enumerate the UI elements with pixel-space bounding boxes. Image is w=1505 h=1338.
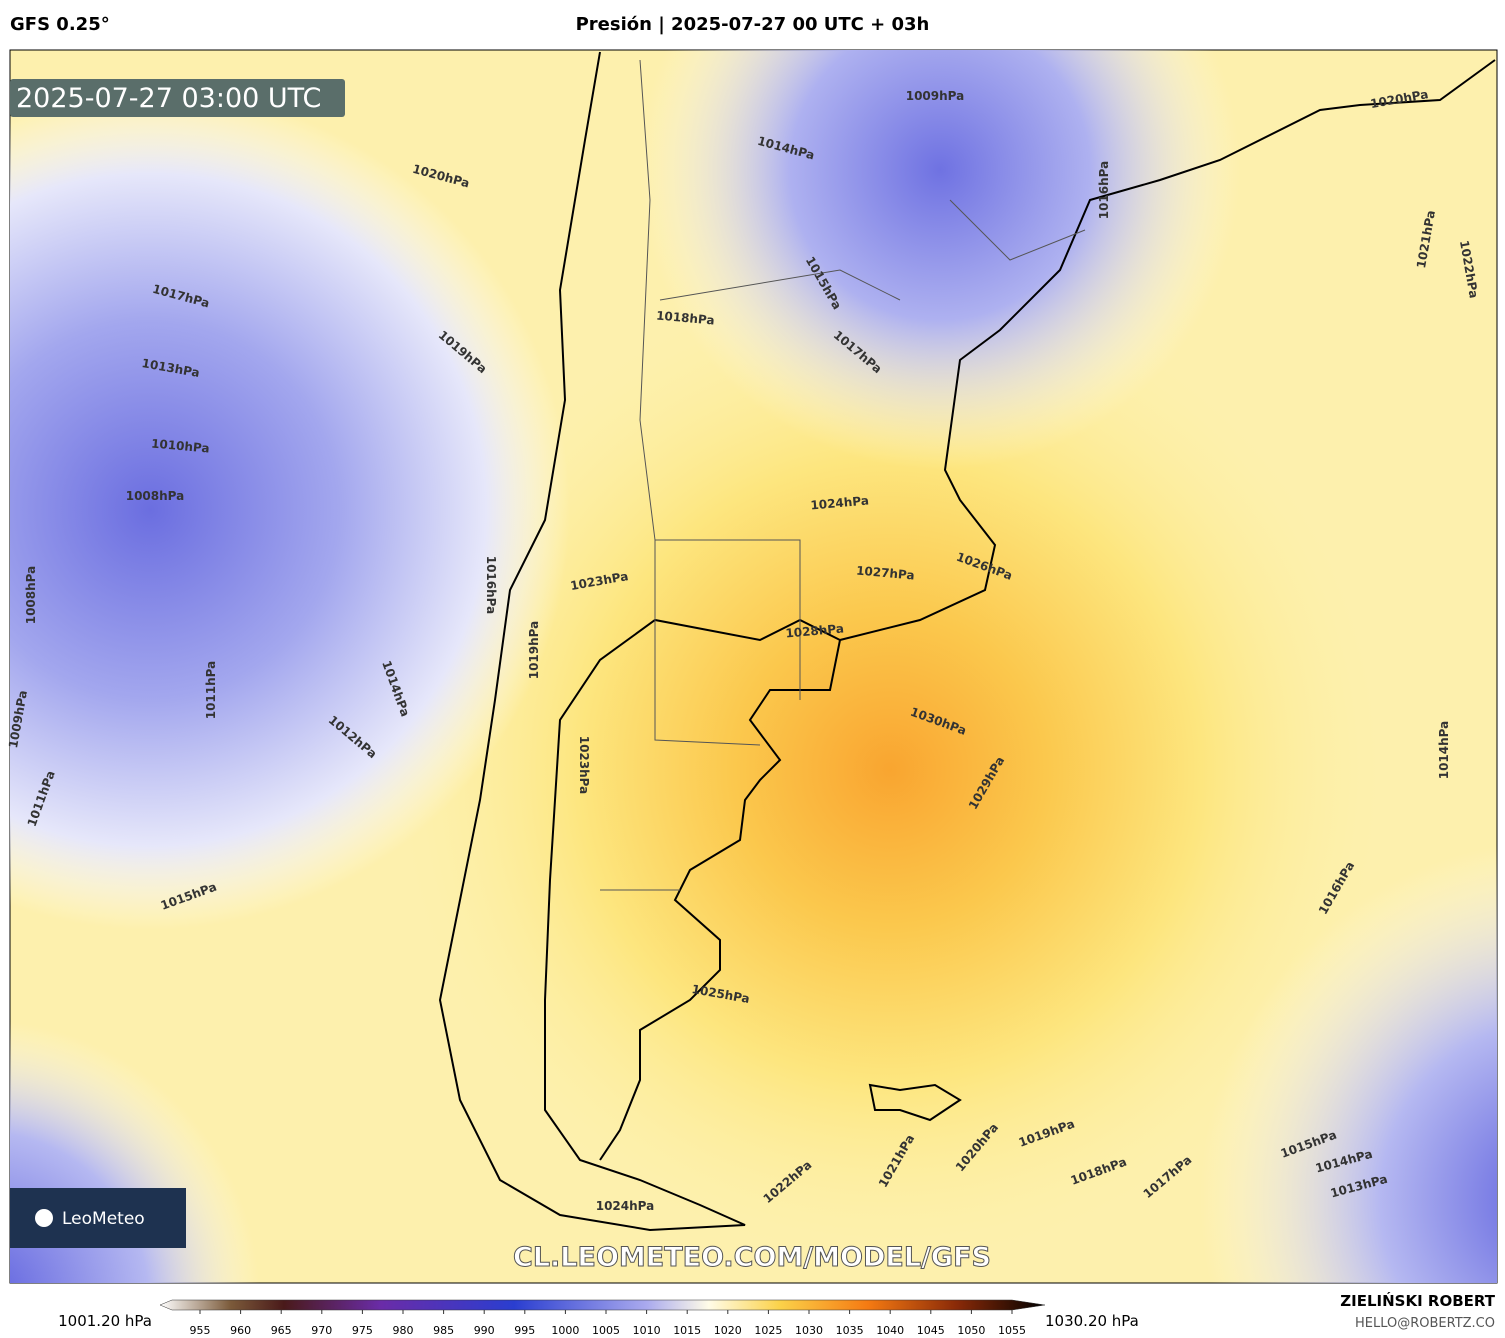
borders [600,59,1086,891]
colorbar-tick-label: 1035 [836,1324,864,1337]
colorbar-tick-label: 960 [230,1324,251,1337]
contour-label: 1016hPa [1097,161,1111,220]
contour-label: 1016hPa [484,556,498,615]
colorbar-tick-label: 970 [311,1324,332,1337]
contour-label: 1024hPa [596,1199,655,1213]
colorbar-tick-label: 1050 [957,1324,985,1337]
email: HELLO@ROBERTZ.CO [1355,1316,1495,1331]
contour-label: 1019hPa [527,621,541,680]
logo-text: LeoMeteo [62,1209,145,1229]
colorbar-tick-label: 1030 [795,1324,823,1337]
colorbar-tick-label: 980 [393,1324,414,1337]
colorbar-tick-label: 1020 [714,1324,742,1337]
model-name: GFS 0.25° [10,14,110,35]
contour-label: 1008hPa [24,566,38,625]
author: ZIELIŃSKI ROBERT [1340,1291,1495,1310]
contour-label: 1011hPa [204,661,218,720]
timestamp: 2025-07-27 03:00 UTC [16,83,321,114]
colorbar [159,1299,1046,1311]
colorbar-tick-label: 1040 [876,1324,904,1337]
colorbar-tick-label: 1055 [998,1324,1026,1337]
contour-label: 1023hPa [577,736,591,795]
islands [868,1083,962,1122]
colorbar-tick-label: 1010 [633,1324,661,1337]
contour-label: 1010hPa [151,436,211,455]
pressure-field [10,50,1497,1283]
contour-label: 1028hPa [785,621,845,640]
colorbar-tick-label: 975 [352,1324,373,1337]
map-title: Presión | 2025-07-27 00 UTC + 03h [575,14,930,35]
contour-label: 1009hPa [906,89,965,103]
contour-label: 1018hPa [656,308,716,327]
watermark: CL.LEOMETEO.COM/MODEL/GFS [513,1242,991,1273]
contour-label: 1024hPa [810,493,870,512]
colorbar-max: 1030.20 hPa [1045,1312,1139,1330]
contour-label: 1008hPa [126,489,185,503]
colorbar-tick-label: 990 [474,1324,495,1337]
colorbar-tick-label: 995 [514,1324,535,1337]
colorbar-tick-label: 1025 [754,1324,782,1337]
colorbar-tick-label: 955 [190,1324,211,1337]
colorbar-tick-label: 1015 [673,1324,701,1337]
colorbar-tick-label: 965 [271,1324,292,1337]
colorbar-tick-label: 1045 [917,1324,945,1337]
logo-sun [35,1209,53,1227]
colorbar-min: 1001.20 hPa [58,1312,152,1330]
timestamp-box [10,79,345,117]
contour-label: 1027hPa [856,563,916,582]
colorbar-tick-label: 1005 [592,1324,620,1337]
coastline [438,51,1496,1232]
colorbar-tick-label: 1000 [551,1324,579,1337]
colorbar-tick-label: 985 [433,1324,454,1337]
contour-label: 1014hPa [1437,721,1451,780]
